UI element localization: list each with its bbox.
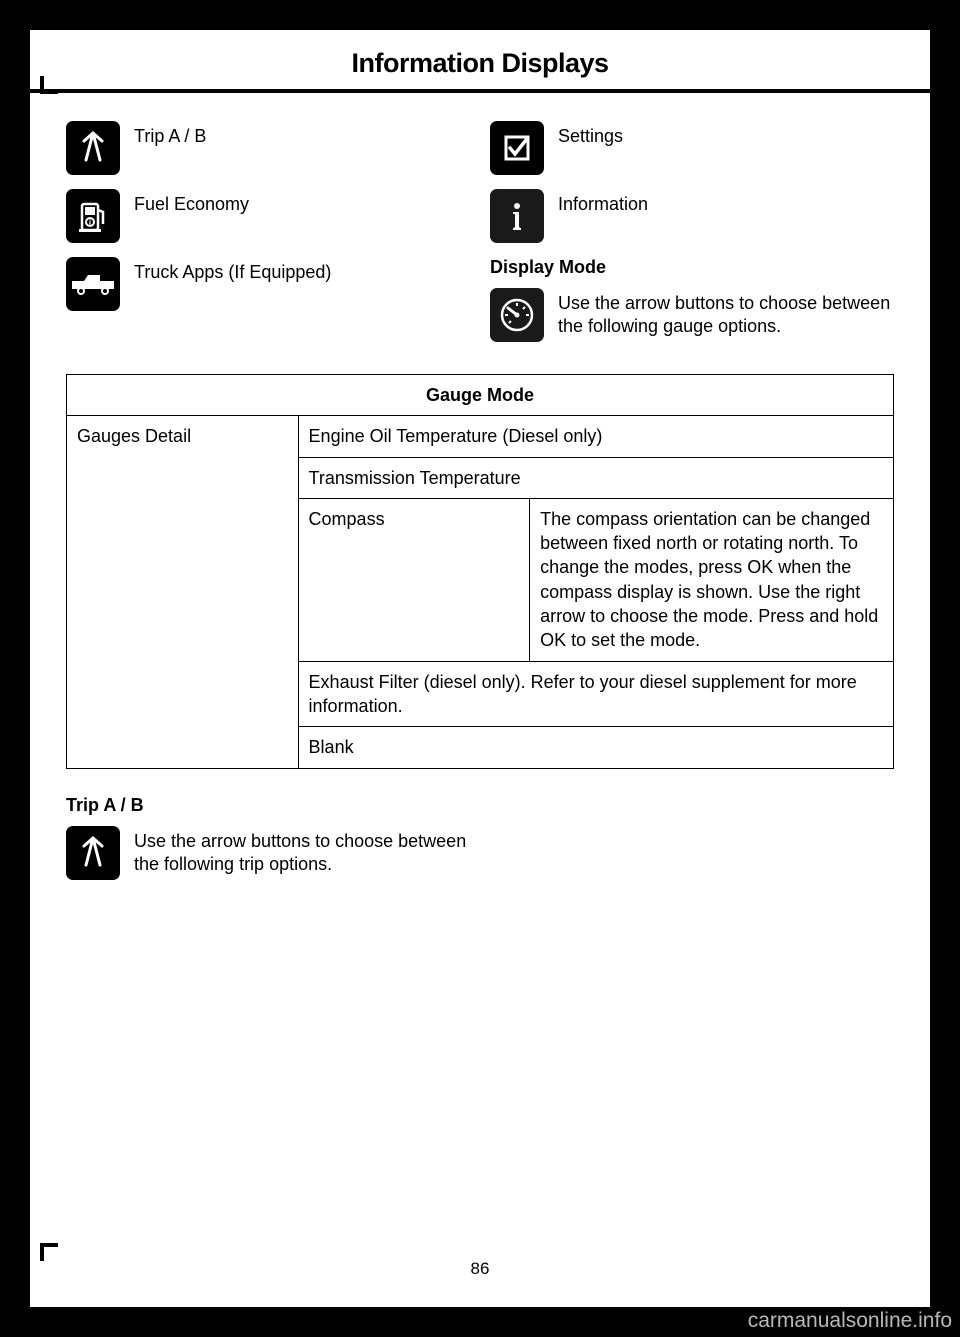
table-cell: Blank: [298, 727, 893, 768]
display-mode-text: Use the arrow buttons to choose between …: [558, 288, 894, 339]
icon-label: Fuel Economy: [134, 189, 249, 216]
crop-mark: [40, 76, 58, 94]
truck-icon: [66, 257, 120, 311]
trip-row: Use the arrow buttons to choose between …: [66, 826, 486, 880]
trip-section: Trip A / B Use the arrow buttons to choo…: [66, 795, 894, 880]
table-header: Gauge Mode: [67, 375, 894, 416]
table-cell: Engine Oil Temperature (Diesel only): [298, 416, 893, 457]
table-cell: Compass: [298, 498, 530, 661]
info-icon: [490, 189, 544, 243]
table-left-header: Gauges Detail: [67, 416, 299, 768]
manual-page: Information Displays Trip A / B i Fuel E…: [30, 30, 930, 1307]
icon-label: Truck Apps (If Equipped): [134, 257, 331, 284]
gauge-mode-table: Gauge Mode Gauges Detail Engine Oil Temp…: [66, 374, 894, 769]
table-cell: The compass orientation can be changed b…: [530, 498, 894, 661]
settings-icon: [490, 121, 544, 175]
table-cell: Transmission Temperature: [298, 457, 893, 498]
svg-text:i: i: [89, 218, 91, 227]
fuel-icon: i: [66, 189, 120, 243]
header: Information Displays: [30, 30, 930, 93]
right-column: Settings Information Display Mode Use th…: [490, 121, 894, 356]
icon-columns: Trip A / B i Fuel Economy Truck Apps (If…: [66, 121, 894, 356]
icon-row-trip: Trip A / B: [66, 121, 470, 175]
table-cell: Exhaust Filter (diesel only). Refer to y…: [298, 661, 893, 727]
trip-heading: Trip A / B: [66, 795, 894, 816]
icon-label: Information: [558, 189, 648, 216]
page-number: 86: [30, 1259, 930, 1279]
gauge-icon: [490, 288, 544, 342]
icon-row-info: Information: [490, 189, 894, 243]
display-mode-row: Use the arrow buttons to choose between …: [490, 288, 894, 342]
display-mode-heading: Display Mode: [490, 257, 894, 278]
left-column: Trip A / B i Fuel Economy Truck Apps (If…: [66, 121, 470, 356]
icon-row-truck: Truck Apps (If Equipped): [66, 257, 470, 311]
trip-icon: [66, 826, 120, 880]
trip-text: Use the arrow buttons to choose between …: [134, 826, 486, 877]
watermark: carmanualsonline.info: [748, 1309, 952, 1333]
trip-icon: [66, 121, 120, 175]
icon-label: Settings: [558, 121, 623, 148]
content: Trip A / B i Fuel Economy Truck Apps (If…: [30, 93, 930, 880]
page-title: Information Displays: [30, 48, 930, 79]
icon-label: Trip A / B: [134, 121, 206, 148]
icon-row-fuel: i Fuel Economy: [66, 189, 470, 243]
icon-row-settings: Settings: [490, 121, 894, 175]
